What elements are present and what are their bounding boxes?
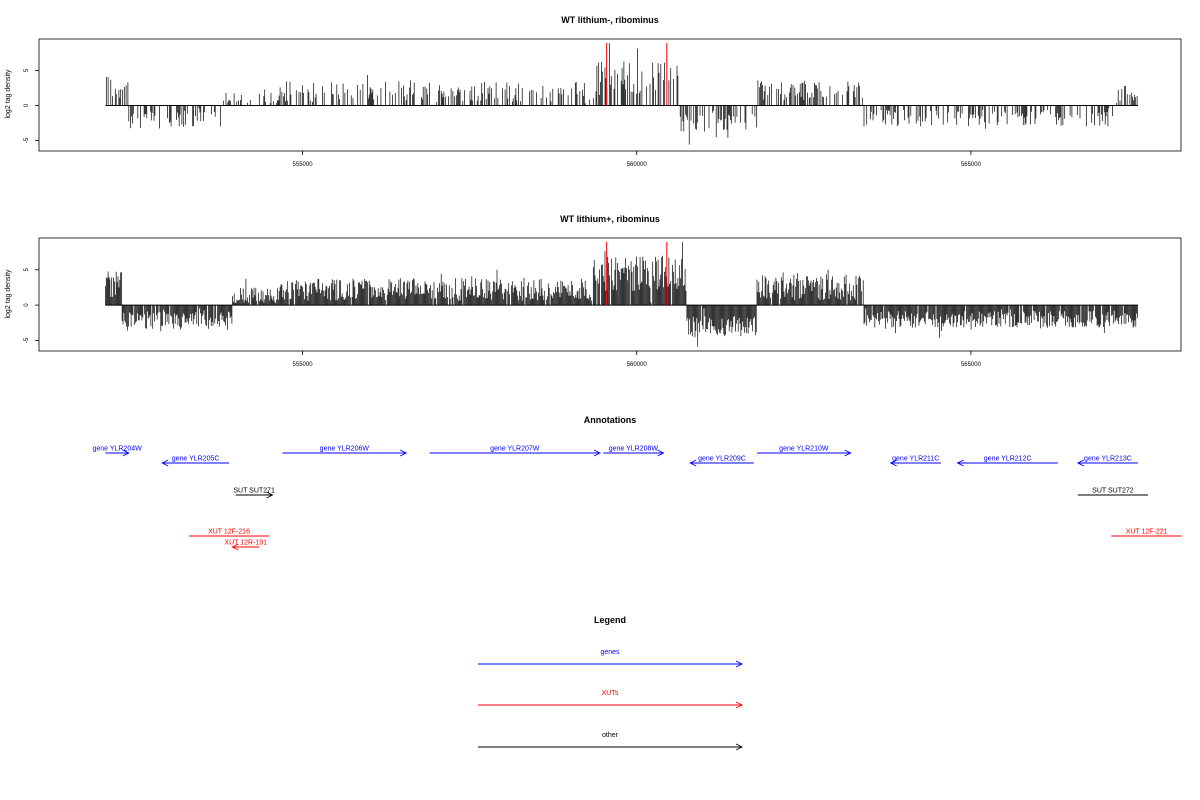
strand-arrow-icon <box>122 449 130 457</box>
annotation-feature: gene YLR208W <box>603 446 665 457</box>
feature-label: gene YLR212C <box>984 456 1032 463</box>
annotations-title: Annotations <box>584 415 637 425</box>
feature-label: gene YLR210W <box>779 446 829 453</box>
feature-label: XUT 12F-221 <box>1126 529 1168 536</box>
x-tick-label: 560000 <box>627 362 648 368</box>
annotation-feature: gene YLR204W <box>92 446 142 457</box>
feature-label: gene YLR205C <box>172 456 220 463</box>
annotation-feature: gene YLR210W <box>757 446 852 457</box>
feature-label: gene YLR209C <box>698 456 746 463</box>
y-tick-label: 0 <box>24 303 30 307</box>
panel-1-ylabel: log2 tag density <box>5 69 12 119</box>
annotation-feature: gene YLR211C <box>889 456 941 467</box>
feature-label: gene YLR213C <box>1084 456 1132 463</box>
panel-1-x-axis: 555000 560000 565000 <box>293 151 982 168</box>
x-tick-label: 565000 <box>961 162 982 168</box>
feature-label: gene YLR208W <box>609 446 659 453</box>
legend-label: genes <box>600 649 620 656</box>
legend-arrow-icon <box>735 701 744 709</box>
x-tick-label: 555000 <box>293 362 314 368</box>
feature-label: SUT SUT272 <box>1092 488 1134 495</box>
annotation-feature: SUT SUT272 <box>1077 488 1149 496</box>
feature-label: gene YLR211C <box>892 456 939 463</box>
x-tick-label: 565000 <box>961 362 982 368</box>
annotation-feature: XUT 12R-191 <box>224 540 267 551</box>
legend-items: genes XUTs other <box>478 649 744 751</box>
strand-arrow-icon <box>1076 459 1085 467</box>
legend: Legend genes XUTs other <box>478 615 744 751</box>
legend-label: XUTs <box>602 690 619 697</box>
strand-arrow-icon <box>593 449 601 457</box>
strand-arrow-icon <box>689 459 697 467</box>
strand-arrow-icon <box>231 543 239 551</box>
panel-1-y-axis: -5 0 5 <box>24 68 39 143</box>
y-tick-label: 5 <box>24 267 30 271</box>
x-tick-label: 560000 <box>627 162 648 168</box>
strand-arrow-icon <box>956 459 964 467</box>
x-tick-label: 555000 <box>293 162 314 168</box>
panel-2-bars <box>105 242 1138 347</box>
annotation-feature: XUT 12F-221 <box>1111 529 1182 537</box>
y-tick-label: 0 <box>24 103 30 107</box>
panel-2-y-axis: -5 0 5 <box>24 267 39 343</box>
annotation-feature: gene YLR212C <box>956 456 1058 467</box>
strand-arrow-icon <box>161 459 169 467</box>
track-panel-1: WT lithium-, ribominus log2 tag density … <box>5 15 1182 168</box>
feature-label: gene YLR207W <box>490 446 540 453</box>
panel-2-ylabel: log2 tag density <box>5 269 12 319</box>
legend-item: other <box>478 732 744 751</box>
track-panel-2: WT lithium+, ribominus log2 tag density … <box>5 214 1182 368</box>
feature-label: gene YLR204W <box>92 446 142 453</box>
strand-arrow-icon <box>889 459 897 467</box>
legend-arrow-icon <box>735 660 744 668</box>
feature-label: gene YLR206W <box>320 446 370 453</box>
panel-2-x-axis: 555000 560000 565000 <box>293 351 982 368</box>
feature-label: XUT 12F-216 <box>208 529 250 536</box>
legend-item: genes <box>478 649 744 668</box>
y-tick-label: -5 <box>24 337 30 343</box>
annotation-feature: gene YLR209C <box>689 456 754 467</box>
annotation-feature: XUT 12F-216 <box>188 529 270 537</box>
legend-arrow-icon <box>735 743 744 751</box>
panel-1-markers <box>606 43 668 106</box>
strand-arrow-icon <box>266 491 274 499</box>
feature-label: XUT 12R-191 <box>224 540 267 547</box>
strand-arrow-icon <box>657 449 665 457</box>
strand-arrow-icon <box>844 449 852 457</box>
panel-1-frame <box>38 38 1182 152</box>
annotation-feature: gene YLR213C <box>1076 456 1138 467</box>
annotation-feature: gene YLR207W <box>429 446 601 457</box>
annotation-features: gene YLR204W gene YLR205C gene YLR206W gene… <box>92 446 1182 551</box>
strand-arrow-icon <box>399 449 408 457</box>
annotation-feature: SUT SUT271 <box>233 488 275 499</box>
panel-1-bars <box>105 43 1138 145</box>
feature-label: SUT SUT271 <box>233 488 275 495</box>
legend-title: Legend <box>594 615 626 625</box>
panel-2-frame <box>38 237 1182 352</box>
y-tick-label: -5 <box>24 137 30 143</box>
legend-label: other <box>602 732 619 739</box>
panel-1-title: WT lithium-, ribominus <box>561 15 659 25</box>
legend-item: XUTs <box>478 690 744 709</box>
panel-2-markers <box>606 242 668 306</box>
annotation-feature: gene YLR205C <box>161 456 230 467</box>
panel-2-title: WT lithium+, ribominus <box>560 214 660 224</box>
annotation-feature: gene YLR206W <box>282 446 408 457</box>
y-tick-label: 5 <box>24 68 30 72</box>
